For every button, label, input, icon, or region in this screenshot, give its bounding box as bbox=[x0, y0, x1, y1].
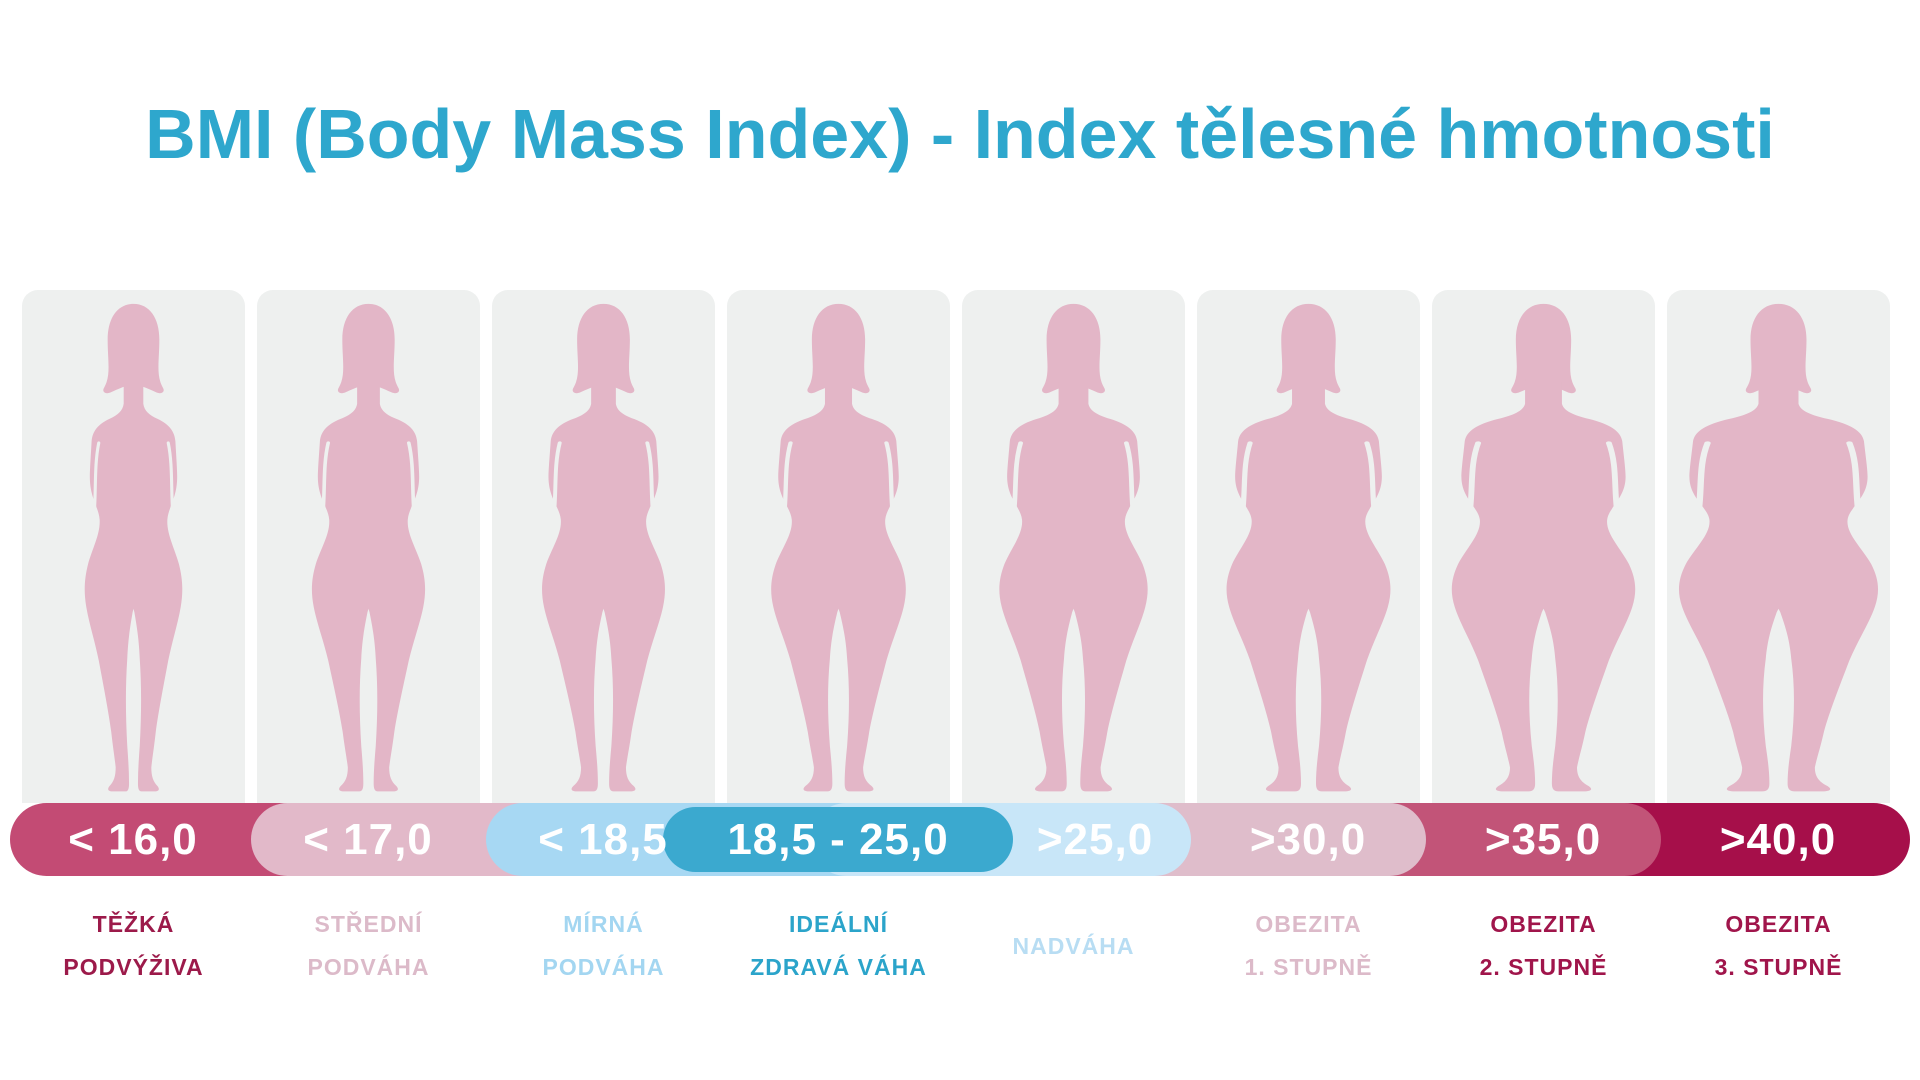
arm-gap-line bbox=[884, 441, 895, 515]
figure-panel-severe-underweight bbox=[22, 290, 245, 803]
category-label-obesity-grade-2: OBEZITA 2. STUPNĚ bbox=[1432, 901, 1655, 991]
female-silhouette bbox=[1451, 303, 1636, 792]
arm-gap-line bbox=[645, 441, 655, 515]
category-label-moderate-underweight: STŘEDNÍ PODVÁHA bbox=[257, 901, 480, 991]
figure-panel-obesity-grade-3 bbox=[1667, 290, 1890, 803]
silhouette-head bbox=[572, 303, 635, 394]
arm-gap-line bbox=[1466, 441, 1482, 515]
female-silhouette bbox=[84, 303, 183, 792]
figure-panel-ideal-weight bbox=[727, 290, 950, 803]
silhouette-body bbox=[999, 378, 1148, 792]
arm-gap-line bbox=[407, 441, 416, 515]
category-label-severe-underweight: TĚŽKÁ PODVÝŽIVA bbox=[22, 901, 245, 991]
category-label-line: IDEÁLNÍ bbox=[789, 911, 888, 937]
arm-gap-line bbox=[1605, 441, 1621, 515]
category-label-line: OBEZITA bbox=[1490, 911, 1597, 937]
silhouette-head bbox=[1042, 303, 1105, 394]
silhouette-body bbox=[1451, 378, 1636, 792]
silhouette-head bbox=[1745, 303, 1812, 394]
female-silhouette bbox=[542, 303, 665, 792]
arm-gap-line bbox=[166, 441, 175, 515]
figure-panel-obesity-grade-1 bbox=[1197, 290, 1420, 803]
category-label-line: TĚŽKÁ bbox=[92, 911, 175, 937]
silhouette-body bbox=[1226, 378, 1391, 792]
category-label-line: PODVÁHA bbox=[307, 954, 430, 980]
category-label-line: PODVÝŽIVA bbox=[63, 954, 204, 980]
silhouette-body bbox=[84, 378, 183, 792]
silhouette-head bbox=[1276, 303, 1341, 394]
female-silhouette bbox=[999, 303, 1148, 792]
bmi-scale-band: < 16,0 < 17,0 < 18,5 18,5 - 25,0 >25,0 >30,0 >… bbox=[10, 803, 1910, 876]
category-label-line: 3. STUPNĚ bbox=[1714, 954, 1843, 980]
figure-panel-moderate-underweight bbox=[257, 290, 480, 803]
silhouette-body bbox=[311, 378, 426, 792]
band-segment-ideal-pill bbox=[663, 807, 1013, 872]
arm-gap-line bbox=[552, 441, 562, 515]
female-silhouette bbox=[771, 303, 906, 792]
category-label-line: MÍRNÁ bbox=[563, 911, 644, 937]
category-label-line: NADVÁHA bbox=[1012, 932, 1135, 959]
page-title: BMI (Body Mass Index) - Index tělesné hm… bbox=[145, 95, 1775, 173]
arm-gap-line bbox=[1011, 441, 1024, 515]
figure-panel-mild-underweight bbox=[492, 290, 715, 803]
bmi-range-value-obesity-grade-1: >30,0 bbox=[1249, 815, 1367, 864]
figure-panel-obesity-grade-2 bbox=[1432, 290, 1655, 803]
category-label-obesity-grade-3: OBEZITA 3. STUPNĚ bbox=[1667, 901, 1890, 991]
arm-gap-line bbox=[782, 441, 793, 515]
silhouette-body bbox=[1678, 378, 1879, 792]
female-silhouette bbox=[1678, 303, 1879, 792]
silhouette-head bbox=[807, 303, 870, 394]
arm-gap-line bbox=[1846, 441, 1862, 515]
category-labels-row: TĚŽKÁ PODVÝŽIVA STŘEDNÍ PODVÁHA MÍRNÁ PODVÁHA… bbox=[22, 901, 1890, 991]
silhouette-head bbox=[337, 303, 400, 394]
category-label-overweight: NADVÁHA bbox=[962, 901, 1185, 991]
bmi-range-value-obesity-grade-3: >40,0 bbox=[1719, 815, 1837, 864]
silhouette-body bbox=[542, 378, 665, 792]
category-label-line: 2. STUPNĚ bbox=[1479, 954, 1608, 980]
silhouette-head bbox=[1511, 303, 1576, 394]
arm-gap-line bbox=[321, 441, 330, 515]
category-label-line: 1. STUPNĚ bbox=[1244, 954, 1373, 980]
bmi-range-value-ideal-weight: 18,5 - 25,0 bbox=[727, 815, 949, 864]
category-label-line: OBEZITA bbox=[1725, 911, 1832, 937]
arm-gap-line bbox=[1123, 441, 1136, 515]
female-silhouette bbox=[1226, 303, 1391, 792]
arm-gap-line bbox=[1364, 441, 1377, 515]
arm-gap-line bbox=[1695, 441, 1711, 515]
bmi-range-value-moderate-underweight: < 17,0 bbox=[303, 815, 433, 864]
category-label-line: ZDRAVÁ VÁHA bbox=[750, 954, 927, 980]
silhouette-head bbox=[103, 303, 164, 394]
bmi-range-value-mild-underweight: < 18,5 bbox=[538, 815, 668, 864]
arm-gap-line bbox=[92, 441, 101, 515]
bmi-range-value-obesity-grade-2: >35,0 bbox=[1484, 815, 1602, 864]
female-silhouette bbox=[311, 303, 426, 792]
category-label-line: PODVÁHA bbox=[542, 954, 665, 980]
category-label-line: STŘEDNÍ bbox=[314, 911, 423, 937]
category-label-line: OBEZITA bbox=[1255, 911, 1362, 937]
bmi-range-value-overweight: >25,0 bbox=[1036, 815, 1154, 864]
figure-panel-overweight bbox=[962, 290, 1185, 803]
category-label-obesity-grade-1: OBEZITA 1. STUPNĚ bbox=[1197, 901, 1420, 991]
arm-gap-line bbox=[1240, 441, 1253, 515]
silhouette-body bbox=[771, 378, 906, 792]
category-label-ideal-weight: IDEÁLNÍ ZDRAVÁ VÁHA bbox=[727, 901, 950, 991]
figures-row bbox=[22, 290, 1890, 803]
bmi-range-value-severe-underweight: < 16,0 bbox=[68, 815, 198, 864]
category-label-mild-underweight: MÍRNÁ PODVÁHA bbox=[492, 901, 715, 991]
